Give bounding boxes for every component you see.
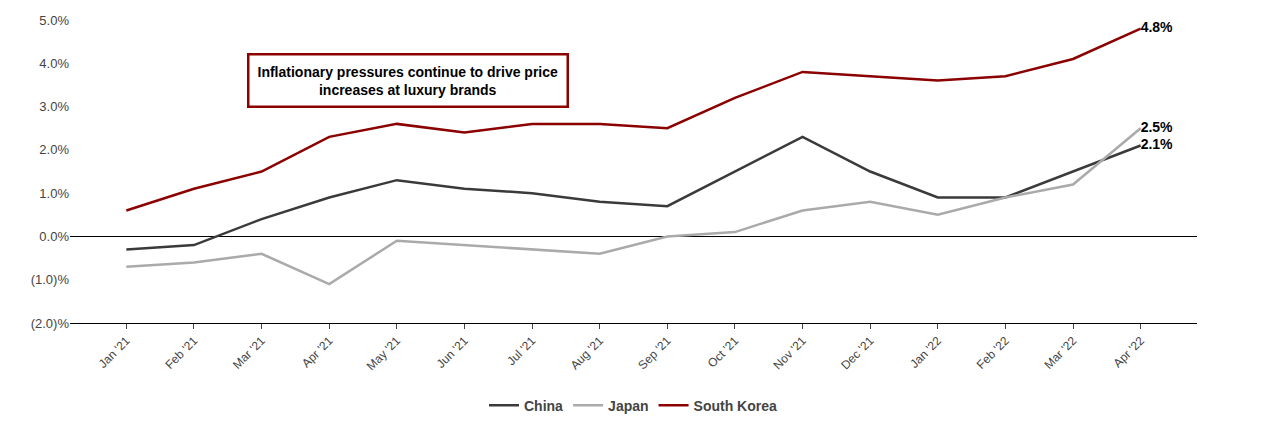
svg-text:Apr '21: Apr '21 xyxy=(299,334,336,371)
svg-text:(2.0)%: (2.0)% xyxy=(31,316,70,331)
svg-text:2.0%: 2.0% xyxy=(39,142,69,157)
svg-text:4.0%: 4.0% xyxy=(39,56,69,71)
svg-text:Oct '21: Oct '21 xyxy=(705,334,742,371)
svg-text:May '21: May '21 xyxy=(364,334,404,374)
svg-text:Jul '21: Jul '21 xyxy=(504,334,538,368)
svg-text:China: China xyxy=(524,398,563,414)
svg-text:2.5%: 2.5% xyxy=(1141,119,1173,135)
svg-text:Nov '21: Nov '21 xyxy=(771,334,810,373)
svg-text:Mar '21: Mar '21 xyxy=(230,334,268,372)
svg-text:0.0%: 0.0% xyxy=(39,229,69,244)
svg-text:Sep '21: Sep '21 xyxy=(635,334,674,373)
svg-text:Japan: Japan xyxy=(608,398,648,414)
svg-text:Inflationary pressures continu: Inflationary pressures continue to drive… xyxy=(258,64,559,98)
svg-text:5.0%: 5.0% xyxy=(39,13,69,28)
svg-text:Mar '22: Mar '22 xyxy=(1041,334,1079,372)
svg-text:Jan '22: Jan '22 xyxy=(907,334,944,371)
svg-text:Apr '22: Apr '22 xyxy=(1110,334,1147,371)
svg-text:(1.0)%: (1.0)% xyxy=(31,272,70,287)
svg-text:Dec '21: Dec '21 xyxy=(838,334,877,373)
svg-text:South Korea: South Korea xyxy=(694,398,777,414)
svg-text:Aug '21: Aug '21 xyxy=(568,334,607,373)
svg-text:1.0%: 1.0% xyxy=(39,186,69,201)
svg-text:Jan '21: Jan '21 xyxy=(96,334,133,371)
svg-text:Feb '22: Feb '22 xyxy=(974,334,1012,372)
svg-text:4.8%: 4.8% xyxy=(1141,19,1173,35)
svg-text:3.0%: 3.0% xyxy=(39,99,69,114)
svg-text:2.1%: 2.1% xyxy=(1141,136,1173,152)
svg-text:Jun '21: Jun '21 xyxy=(434,334,471,371)
svg-text:Feb '21: Feb '21 xyxy=(162,334,200,372)
